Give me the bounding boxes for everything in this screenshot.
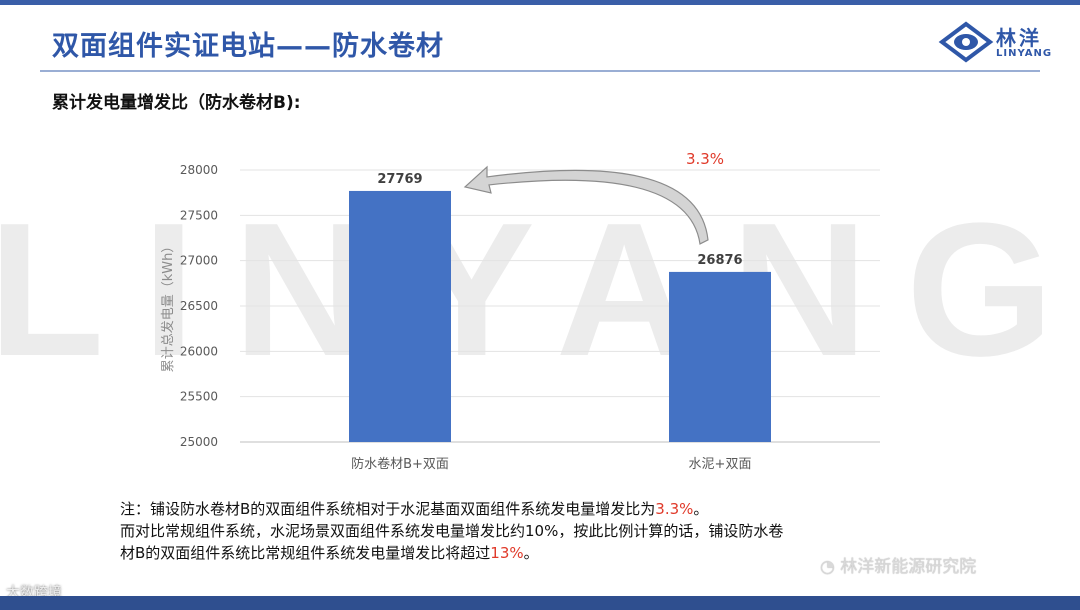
chart-gridlines [240,169,880,443]
footnote-highlight: 13% [490,544,524,562]
y-tick-label: 25000 [180,435,218,449]
data-labels: 27769 26876 [377,172,742,268]
wechat-icon: ◔ [820,557,841,577]
top-accent-line [0,0,1080,5]
y-axis-label: 累计总发电量（kWh） [160,240,176,373]
increase-annotation: 3.3% [686,150,724,168]
footnote: 注：铺设防水卷材B的双面组件系统相对于水泥基面双面组件系统发电量增发比为3.3%… [120,498,1000,564]
linyang-logo-icon [938,21,994,63]
bottom-band [0,596,1080,610]
bar-2 [669,271,771,442]
y-tick-label: 27500 [180,208,218,222]
wechat-source-watermark: ◔ 林洋新能源研究院 [820,552,976,577]
y-tick-label: 26000 [180,344,218,358]
chart-subtitle: 累计发电量增发比（防水卷材B): [52,93,301,113]
footnote-text: 。 [693,500,709,518]
data-label: 27769 [377,172,422,187]
y-axis-ticks: 25000 25500 26000 26500 27000 27500 28000 [180,163,218,449]
bar-chart: 25000 25500 26000 26500 27000 27500 28000 累计总发… [160,150,880,472]
data-label: 26876 [697,253,742,268]
footnote-line-2: 而对比常规组件系统，水泥场景双面组件系统发电量增发比约10%，按此比例计算的话，… [120,522,784,540]
y-tick-label: 27000 [180,254,218,268]
y-tick-label: 28000 [180,163,218,177]
watermark-text: LINYANG [0,205,1080,375]
bar-1 [349,190,451,442]
x-category-label: 水泥+双面 [689,457,752,472]
y-tick-label: 26500 [180,299,218,313]
footnote-highlight: 3.3% [655,500,694,518]
title-divider [40,70,1040,72]
page-title: 双面组件实证电站——防水卷材 [52,31,444,62]
x-axis-categories: 防水卷材B+双面 水泥+双面 [351,456,751,472]
logo-name: 林洋 [996,26,1042,50]
footnote-line-3: 材B的双面组件系统比常规组件系统发电量增发比将超过13%。 [120,542,1000,564]
x-category-label: 防水卷材B+双面 [351,456,449,472]
wechat-label: 林洋新能源研究院 [840,557,977,577]
footnote-text: 注：铺设防水卷材B的双面组件系统相对于水泥基面双面组件系统发电量增发比为 [120,500,656,518]
footnote-line-1: 注：铺设防水卷材B的双面组件系统相对于水泥基面双面组件系统发电量增发比为3.3%… [120,498,1000,520]
logo-subtext: LINYANG [996,48,1053,59]
background-watermark: LINYANG [0,205,1080,375]
footnote-text: 材B的双面组件系统比常规组件系统发电量增发比将超过 [120,544,491,562]
bars [349,190,771,442]
curved-arrow-icon [463,165,709,245]
footnote-text: 。 [523,544,539,562]
y-tick-label: 25500 [180,390,218,404]
